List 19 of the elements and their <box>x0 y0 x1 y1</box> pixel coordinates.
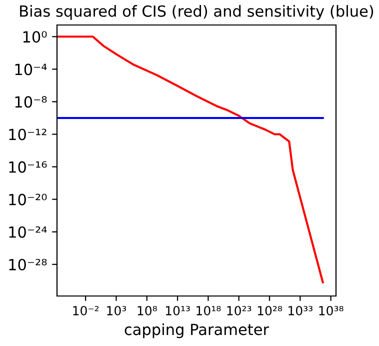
chart-title: Bias squared of CIS (red) and sensitivity (blue) <box>20 5 374 20</box>
y-tick-label: 10⁻⁴ <box>15 64 47 76</box>
x-tick-label: 10³⁸ <box>319 306 344 316</box>
x-tick-label: 10³³ <box>288 306 312 316</box>
x-tick-label: 10⁸ <box>138 306 157 316</box>
y-tick-label: 10⁻²⁸ <box>9 258 47 270</box>
y-tick-label: 10⁻²⁰ <box>9 194 47 206</box>
x-tick-label: 10²³ <box>227 306 252 316</box>
x-tick-label: 10¹⁸ <box>196 306 221 316</box>
y-tick-label: 10⁻⁸ <box>15 96 47 108</box>
x-axis-title: capping Parameter <box>124 323 270 338</box>
x-tick-label: 10¹³ <box>166 306 190 316</box>
x-tick-label: 10³ <box>107 306 126 316</box>
x-tick-label: 10²⁸ <box>258 306 282 316</box>
y-tick-label: 10⁻¹⁶ <box>9 161 47 173</box>
x-tick-label: 10⁻² <box>73 306 99 316</box>
y-tick-label: 10⁰ <box>23 31 47 43</box>
y-tick-label: 10⁻¹² <box>9 128 46 140</box>
y-tick-label: 10⁻²⁴ <box>9 226 47 238</box>
